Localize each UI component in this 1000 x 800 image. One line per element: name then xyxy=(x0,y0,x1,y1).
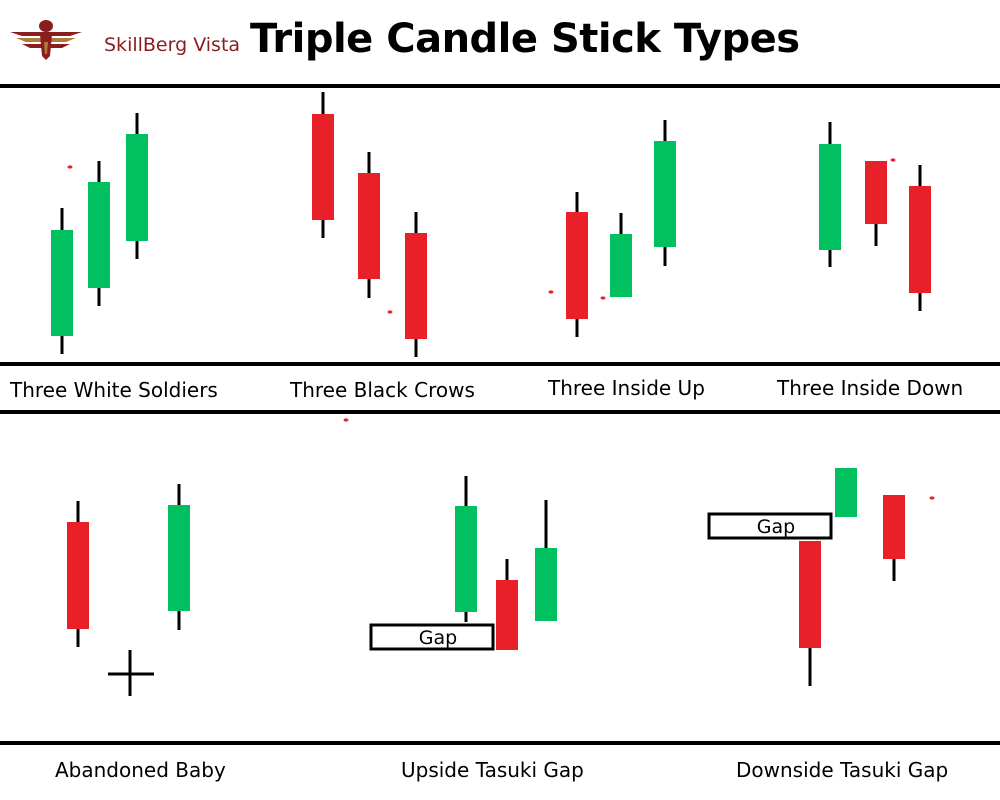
candle-abandoned-1 xyxy=(67,501,89,647)
label-abandoned-baby: Abandoned Baby xyxy=(55,758,226,782)
candle-inside-up-3-body xyxy=(654,141,676,247)
candle-soldiers-3-body xyxy=(126,134,148,241)
label-three-black-crows: Three Black Crows xyxy=(290,378,475,402)
eagle-logo-icon xyxy=(10,20,82,60)
candle-upside-2-body xyxy=(496,580,518,650)
divider-row2 xyxy=(0,741,1000,745)
candle-inside-down-2-body xyxy=(865,161,887,224)
brand-logo: SkillBerg Vista xyxy=(8,12,241,64)
stray-mark-6 xyxy=(343,418,349,422)
candle-downside-2 xyxy=(835,468,857,517)
stray-mark-2 xyxy=(387,310,393,314)
candle-inside-up-1 xyxy=(566,192,588,337)
candle-soldiers-3 xyxy=(126,113,148,259)
candle-upside-1 xyxy=(455,476,477,622)
gap-box-upside: Gap xyxy=(369,623,495,651)
candle-upside-3-body xyxy=(535,548,557,621)
candle-crows-2-body xyxy=(358,173,380,279)
candle-inside-down-3 xyxy=(909,165,931,311)
candle-inside-up-1-body xyxy=(566,212,588,319)
brand-name: SkillBerg Vista xyxy=(104,34,241,56)
candle-soldiers-1-body xyxy=(51,230,73,336)
candle-crows-3 xyxy=(405,212,427,357)
candle-inside-down-1 xyxy=(819,122,841,267)
label-three-inside-up: Three Inside Up xyxy=(548,376,705,400)
candle-abandoned-3-body xyxy=(168,505,190,611)
gap-label-upside: Gap xyxy=(419,627,457,649)
divider-row1 xyxy=(0,362,1000,366)
candle-abandoned-3 xyxy=(168,484,190,630)
candle-upside-3 xyxy=(535,500,557,621)
candle-crows-1-body xyxy=(312,114,334,220)
candle-crows-3-body xyxy=(405,233,427,339)
candle-downside-1-body xyxy=(799,541,821,648)
page-title: Triple Candle Stick Types xyxy=(250,16,800,62)
candle-inside-up-3 xyxy=(654,120,676,266)
stray-mark-4 xyxy=(600,296,606,300)
candle-inside-up-2-body xyxy=(610,234,632,297)
candle-upside-1-body xyxy=(455,506,477,612)
stray-mark-5 xyxy=(890,158,896,162)
candle-soldiers-1 xyxy=(51,208,73,354)
stray-mark-1 xyxy=(67,165,73,169)
divider-top xyxy=(0,84,1000,88)
label-three-inside-down: Three Inside Down xyxy=(777,376,964,400)
candle-upside-2 xyxy=(496,559,518,650)
label-downside-tasuki-gap: Downside Tasuki Gap xyxy=(736,758,949,782)
gap-label-downside: Gap xyxy=(757,516,795,538)
candle-inside-down-3-body xyxy=(909,186,931,293)
label-three-white-soldiers: Three White Soldiers xyxy=(10,378,218,402)
label-upside-tasuki-gap: Upside Tasuki Gap xyxy=(401,758,584,782)
stray-mark-3 xyxy=(548,290,554,294)
divider-middle xyxy=(0,410,1000,414)
candle-abandoned-2-doji xyxy=(108,650,154,696)
stray-mark-7 xyxy=(929,496,935,500)
gap-box-downside: Gap xyxy=(707,512,833,540)
candle-soldiers-2-body xyxy=(88,182,110,288)
candle-downside-1 xyxy=(799,541,821,686)
candle-inside-up-2 xyxy=(610,213,632,297)
candle-crows-1 xyxy=(312,92,334,238)
candle-abandoned-1-body xyxy=(67,522,89,629)
candle-soldiers-2 xyxy=(88,161,110,306)
candle-downside-3 xyxy=(883,495,905,581)
candle-inside-down-2 xyxy=(865,161,887,246)
candle-crows-2 xyxy=(358,152,380,298)
candle-inside-down-1-body xyxy=(819,144,841,250)
candle-downside-2-body xyxy=(835,468,857,517)
candle-downside-3-body xyxy=(883,495,905,559)
